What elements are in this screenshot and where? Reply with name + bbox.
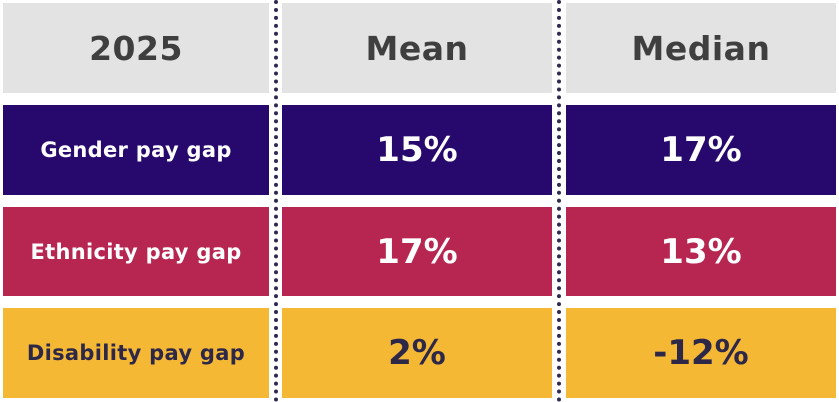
- column-divider: [557, 0, 561, 402]
- gender-median-value: 17%: [566, 105, 836, 195]
- row-label-gender: Gender pay gap: [3, 105, 269, 195]
- header-year: 2025: [3, 3, 269, 93]
- disability-mean-value: 2%: [282, 308, 552, 398]
- column-divider: [274, 0, 278, 402]
- ethnicity-median-value: 13%: [566, 207, 836, 296]
- ethnicity-mean-value: 17%: [282, 207, 552, 296]
- row-label-ethnicity: Ethnicity pay gap: [3, 207, 269, 296]
- gender-mean-value: 15%: [282, 105, 552, 195]
- header-mean: Mean: [282, 3, 552, 93]
- row-label-disability: Disability pay gap: [3, 308, 269, 398]
- disability-median-value: -12%: [566, 308, 836, 398]
- header-median: Median: [566, 3, 836, 93]
